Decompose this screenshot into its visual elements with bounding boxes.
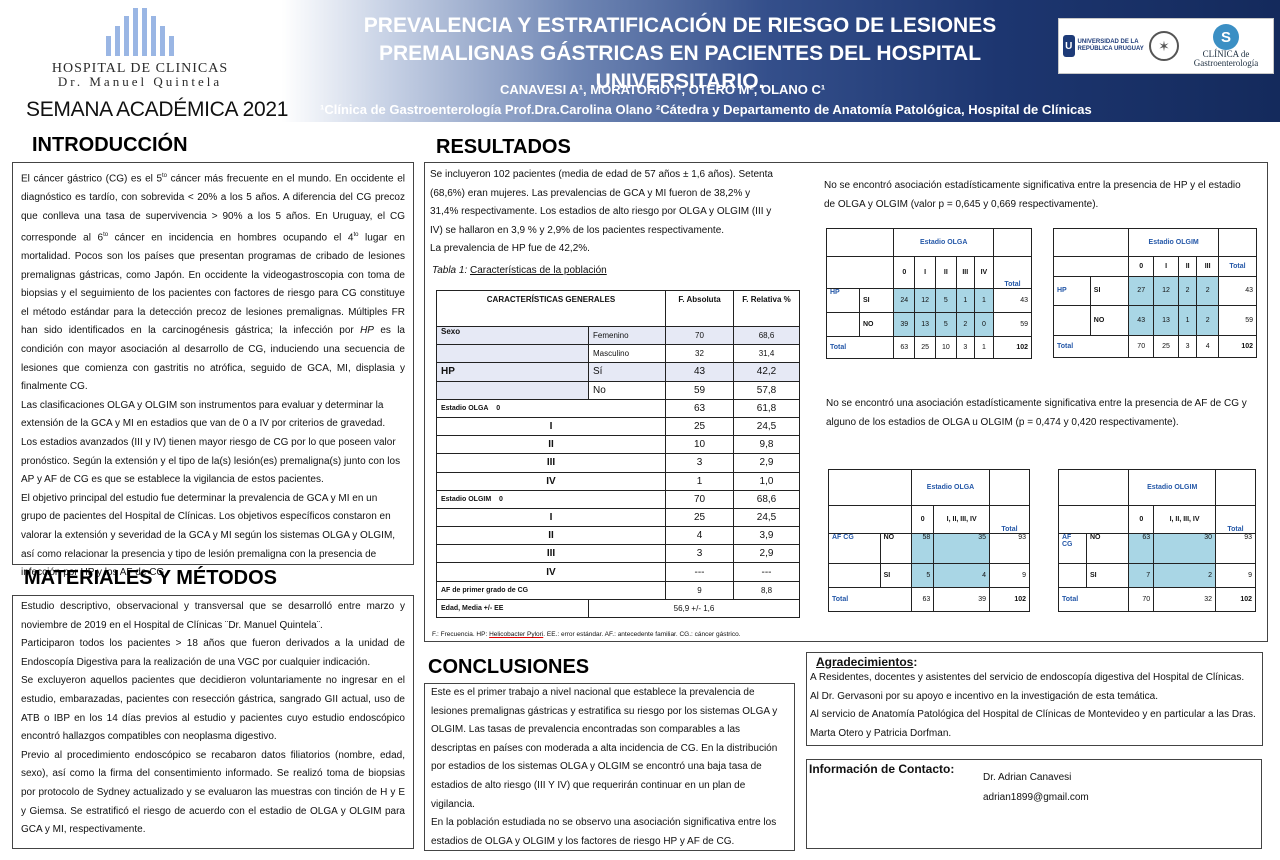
results-text: Se incluyeron 102 pacientes (media de ed… [430, 166, 780, 259]
contact-title: Información de Contacto: [809, 762, 955, 776]
contact-name: Dr. Adrian Canavesi [983, 772, 1072, 783]
institution-logos: U UNIVERSIDAD DE LA REPÚBLICA URUGUAY ✶ … [1058, 18, 1274, 74]
contact-box: Información de Contacto: Dr. Adrian Cana… [806, 759, 1262, 849]
ack-p1: A Residentes, docentes y asistentes del … [810, 672, 1245, 683]
t1-af: AF de primer grado de CG [436, 580, 666, 600]
hospital-name: HOSPITAL DE CLINICAS [51, 61, 229, 76]
udelar-shield-icon: U [1063, 35, 1075, 57]
intro-title: INTRODUCCIÓN [32, 134, 188, 156]
ct-af-olga: Estadio OLGA 0 I, II, III, IV Total AF CG… [827, 469, 1030, 612]
clinica-text-2: Gastroenterología [1193, 58, 1259, 68]
hospital-logo: HOSPITAL DE CLINICAS Dr. Manuel Quintela [40, 8, 240, 98]
intro-box: El cáncer gástrico (CG) es el 5to cáncer… [12, 162, 414, 578]
conclusions-p2: En la población estudiada no se observo … [431, 817, 777, 847]
intro-p2: Las clasificaciones OLGA y OLGIM son ins… [21, 399, 386, 430]
poster-header: HOSPITAL DE CLINICAS Dr. Manuel Quintela… [0, 0, 1280, 122]
t1-olga: Estadio OLGA 0 [436, 398, 666, 418]
ack-p3: Al servicio de Anatomía Patológica del H… [810, 709, 1256, 739]
contact-email[interactable]: adrian1899@gmail.com [983, 792, 1089, 803]
t1-header-abs: F. Absoluta [665, 290, 734, 327]
methods-p4: Previo al procedimiento endoscópico se r… [21, 749, 405, 836]
conclusions-p1: Este es el primer trabajo a nivel nacion… [431, 687, 778, 810]
t1-sexo: Sexo [436, 325, 589, 346]
intro-p1: El cáncer gástrico (CG) es el 5to cáncer… [21, 173, 405, 393]
ack-p2: Al Dr. Gervasoni por su apoyo e incentiv… [810, 690, 1158, 702]
note-af: No se encontró una asociación estadístic… [826, 398, 1247, 428]
intro-p3: Los estadios avanzados (III y IV) tienen… [21, 436, 401, 486]
methods-p2: Participaron todos los pacientes > 18 añ… [21, 638, 405, 668]
conclusions-title: CONCLUSIONES [428, 656, 590, 678]
hospital-columns-icon [40, 8, 240, 56]
t1-hp: HP [436, 362, 589, 382]
results-p2: La prevalencia de HP fue de 42,2%. [430, 243, 590, 255]
affiliation: ¹Clínica de Gastroenterología Prof.Dra.C… [320, 102, 1092, 117]
ack-title: Agradecimientos: [816, 655, 918, 669]
results-title: RESULTADOS [436, 136, 571, 158]
clinica-logo: S CLÍNICA de Gastroenterología [1183, 24, 1269, 68]
t1-olgim: Estadio OLGIM 0 [436, 489, 666, 509]
note-hp: No se encontró asociación estadísticamen… [824, 180, 1241, 210]
conclusions-box: Este es el primer trabajo a nivel nacion… [424, 683, 795, 851]
ack-box: Agradecimientos: A Residentes, docentes … [806, 652, 1263, 746]
methods-p3: Se excluyeron aquellos pacientes que dec… [21, 675, 405, 743]
intro-p4: El objetivo principal del estudio fue de… [21, 492, 396, 579]
hospital-subname: Dr. Manuel Quintela [57, 74, 223, 89]
authors: CANAVESI A¹, MORATORIO I¹, OTERO M², OLA… [500, 82, 826, 97]
methods-box: Estudio descriptivo, observacional y tra… [12, 595, 414, 849]
table1-footnote: F.: Frecuencia. HP: Helicobacter Pylori.… [432, 631, 741, 638]
t1-edad: Edad, Media +/- EE [436, 598, 589, 619]
ct-hp-olga: Estadio OLGA 0 I II III IV Total HP SI 24 12 5 1… [825, 228, 1032, 359]
table1-caption: Tabla 1: Características de la población [432, 265, 607, 276]
udelar-text: UNIVERSIDAD DE LA REPÚBLICA URUGUAY [1077, 39, 1144, 52]
event-name: SEMANA ACADÉMICA 2021 [26, 98, 289, 121]
poster-title: PREVALENCIA Y ESTRATIFICACIÓN DE RIESGO … [363, 14, 997, 93]
faculty-seal-icon: ✶ [1149, 31, 1179, 61]
methods-p1: Estudio descriptivo, observacional y tra… [21, 601, 405, 631]
ct-hp-olgim: Estadio OLGIM 0 I II III Total HP SI 27 12 2 2 … [1052, 227, 1257, 359]
udelar-logo: U UNIVERSIDAD DE LA REPÚBLICA URUGUAY [1063, 35, 1145, 57]
clinica-text-1: CLÍNICA de [1202, 49, 1250, 59]
t1-header-general: CARACTERÍSTICAS GENERALES [436, 290, 666, 327]
ct-af-olgim: Estadio OLGIM 0 I, II, III, IV Total AF C… [1057, 469, 1256, 612]
methods-title: MATERIALES Y MÉTODOS [24, 567, 277, 589]
t1-header-rel: F. Relativa % [733, 290, 800, 327]
clinica-mark-icon: S [1213, 24, 1239, 50]
results-p1: Se incluyeron 102 pacientes (media de ed… [430, 169, 773, 236]
table-1: CARACTERÍSTICAS GENERALES F. Absoluta F.… [436, 290, 800, 619]
